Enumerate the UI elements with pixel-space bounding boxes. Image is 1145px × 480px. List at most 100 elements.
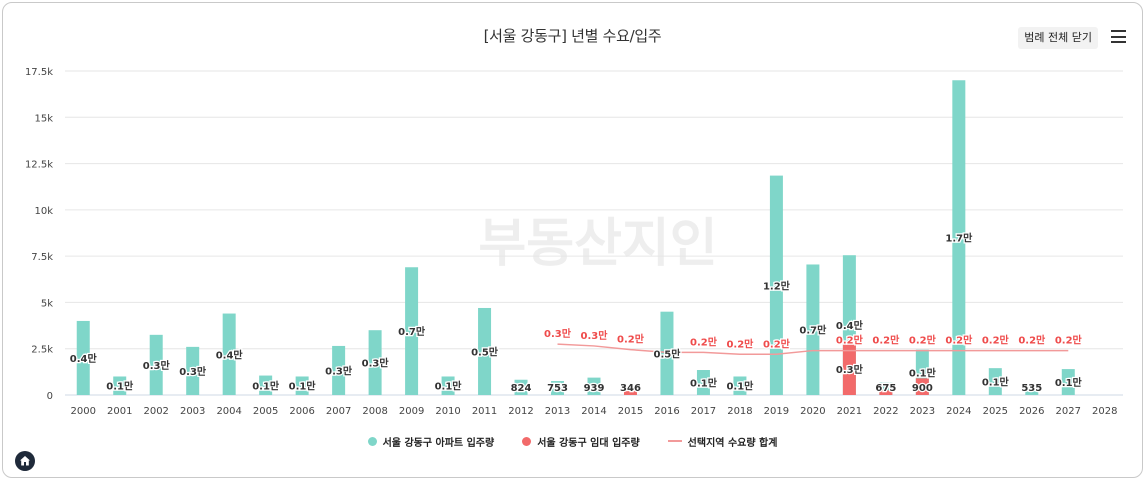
data-label-demand: 0.2만 [872, 334, 900, 347]
data-label-apt: 0.1만 [106, 380, 134, 393]
data-label-demand: 0.2만 [836, 334, 864, 347]
y-tick-label: 5k [41, 298, 53, 309]
x-tick-label: 2015 [618, 406, 643, 417]
bar-apt [295, 376, 309, 395]
data-label-apt: 0.4만 [216, 348, 244, 361]
data-label-demand: 0.2만 [1018, 334, 1046, 347]
data-label-demand: 0.2만 [617, 333, 645, 346]
x-tick-label: 2005 [253, 406, 278, 417]
data-label-apt: 0.3만 [143, 359, 171, 372]
legend-toggle-button[interactable]: 범례 전체 닫기 [1018, 27, 1098, 49]
bar-apt [441, 376, 455, 395]
x-tick-label: 2018 [727, 406, 752, 417]
bar-apt [952, 80, 966, 395]
x-tick-label: 2008 [362, 406, 387, 417]
legend-demand-marker [667, 440, 682, 442]
x-tick-label: 2028 [1092, 406, 1117, 417]
data-label-apt: 0.7만 [799, 324, 827, 337]
x-tick-label: 2001 [107, 406, 132, 417]
data-label-apt: 0.1만 [252, 379, 280, 392]
data-label-apt: 0.4만 [70, 352, 98, 365]
data-label-demand: 0.2만 [690, 335, 718, 348]
x-tick-label: 2011 [472, 406, 497, 417]
data-label-apt: 753 [547, 383, 568, 394]
data-label-apt: 0.1만 [909, 366, 937, 379]
data-label-demand: 0.2만 [945, 334, 973, 347]
bar-rent [623, 388, 637, 395]
bar-apt [332, 345, 346, 395]
bar-apt [988, 368, 1002, 395]
data-label-apt: 0.1만 [289, 380, 317, 393]
x-tick-label: 2000 [71, 406, 96, 417]
legend-demand-label: 선택지역 수요량 합계 [687, 437, 778, 449]
data-label-apt: 0.1만 [726, 380, 754, 393]
bar-apt [1061, 369, 1075, 395]
bar-apt [478, 307, 492, 395]
legend-item-apt[interactable]: 서울 강동구 아파트 입주량 [367, 433, 495, 449]
chart-plot: 부동산지인 0 2.5k 5k 7.5k 10k 12.5k 15k 17.5k 2000 2001… [25, 67, 1123, 417]
x-tick-label: 2021 [837, 406, 862, 417]
chart-legend: 서울 강동구 아파트 입주량 서울 강동구 임대 입주량 선택지역 수요량 합계 [3, 433, 1142, 449]
data-label-demand: 0.2만 [726, 337, 754, 350]
bar-apt [186, 346, 200, 395]
data-label-rent: 900 [912, 383, 933, 394]
x-tick-label: 2024 [946, 406, 971, 417]
data-label-apt: 939 [584, 383, 605, 394]
x-tick-label: 2004 [216, 406, 241, 417]
data-label-apt: 1.7만 [945, 232, 973, 245]
bar-rent [879, 390, 893, 395]
data-label-apt: 0.5만 [654, 347, 682, 360]
data-label-demand: 0.3만 [544, 327, 572, 340]
bar-apt [113, 376, 127, 395]
data-label-apt: 675 [875, 383, 896, 394]
data-label-demand: 0.3만 [581, 329, 609, 342]
legend-apt-label: 서울 강동구 아파트 입주량 [382, 437, 495, 449]
x-tick-label: 2025 [983, 406, 1008, 417]
legend-item-rent[interactable]: 서울 강동구 임대 입주량 [522, 433, 640, 449]
legend-item-demand[interactable]: 선택지역 수요량 합계 [667, 433, 778, 449]
x-tick-label: 2022 [873, 406, 898, 417]
y-tick-label: 7.5k [31, 252, 53, 263]
bar-apt [149, 334, 163, 395]
demand-line [557, 343, 1069, 356]
bar-apt [76, 320, 90, 395]
data-label-apt: 0.5만 [471, 345, 499, 358]
data-label-demand: 0.2만 [982, 334, 1010, 347]
x-tick-label: 2027 [1056, 406, 1081, 417]
x-tick-label: 2017 [691, 406, 716, 417]
x-tick-label: 2006 [289, 406, 314, 417]
bar-apt [587, 377, 601, 395]
x-tick-label: 2013 [545, 406, 570, 417]
hamburger-menu-icon[interactable] [1111, 30, 1126, 43]
home-icon[interactable] [15, 451, 35, 471]
data-label-apt: 1.2만 [763, 279, 791, 292]
data-label-apt: 0.3만 [325, 364, 353, 377]
data-label-rent: 0.3만 [836, 363, 864, 376]
bar-apt [660, 311, 674, 395]
bar-apt [696, 370, 710, 395]
bar-rent [842, 343, 856, 395]
x-tick-label: 2012 [508, 406, 533, 417]
data-label-apt: 824 [511, 383, 532, 394]
data-label-apt: 0.1만 [1055, 376, 1083, 389]
y-tick-label: 15k [34, 113, 53, 124]
bar-apt [514, 379, 528, 395]
watermark-logo: 부동산지인 [478, 214, 717, 274]
data-label-rent: 346 [620, 383, 641, 394]
data-label-apt: 0.7만 [398, 325, 426, 338]
data-label-apt: 0.1만 [435, 380, 463, 393]
data-label-demand: 0.2만 [1055, 334, 1083, 347]
x-tick-label: 2009 [399, 406, 424, 417]
bar-rent [915, 378, 929, 395]
bar-apt [769, 175, 783, 395]
bar-apt [259, 375, 273, 395]
x-tick-label: 2014 [581, 406, 606, 417]
data-label-apt: 0.3만 [179, 365, 207, 378]
x-tick-label: 2020 [800, 406, 825, 417]
x-tick-label: 2010 [435, 406, 460, 417]
data-label-demand: 0.2만 [763, 337, 791, 350]
legend-rent-marker [522, 436, 532, 446]
legend-apt-marker [367, 436, 377, 446]
y-tick-label: 2.5k [31, 345, 53, 356]
